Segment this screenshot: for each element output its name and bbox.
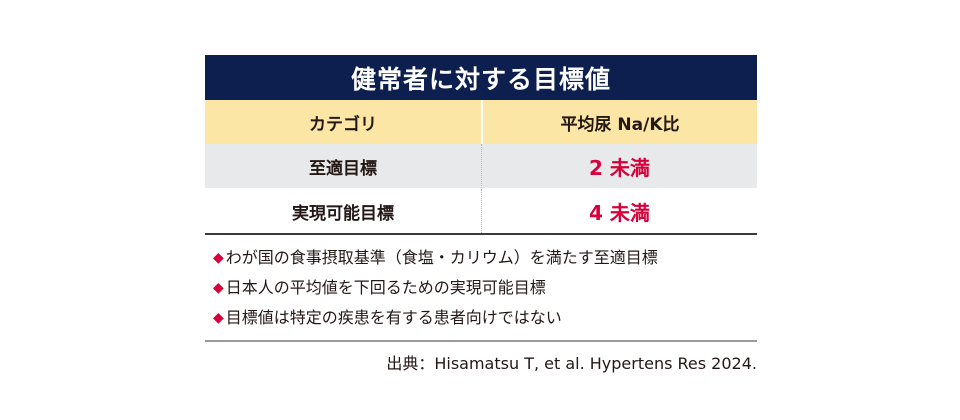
note-item: ◆ わが国の食事摂取基準（食塩・カリウム）を満たす至適目標 bbox=[213, 243, 658, 273]
divider bbox=[205, 340, 757, 342]
diamond-bullet-icon: ◆ bbox=[213, 310, 224, 326]
note-item: ◆ 日本人の平均値を下回るための実現可能目標 bbox=[213, 273, 658, 303]
target-values-table: 健常者に対する目標値 カテゴリ 平均尿 Na/K比 至適目標 2 未満 実現可能… bbox=[205, 55, 757, 235]
column-header-category: カテゴリ bbox=[205, 100, 483, 144]
note-item: ◆ 目標値は特定の疾患を有する患者向けではない bbox=[213, 303, 658, 333]
row-category: 至適目標 bbox=[205, 144, 482, 188]
row-category: 実現可能目標 bbox=[205, 189, 482, 233]
notes-list: ◆ わが国の食事摂取基準（食塩・カリウム）を満たす至適目標 ◆ 日本人の平均値を下回… bbox=[213, 243, 658, 333]
table-row: 至適目標 2 未満 bbox=[205, 144, 757, 189]
source-citation: 出典：Hisamatsu T, et al. Hypertens Res 202… bbox=[386, 354, 757, 373]
table-header-row: カテゴリ 平均尿 Na/K比 bbox=[205, 100, 757, 144]
table-title: 健常者に対する目標値 bbox=[205, 55, 757, 100]
row-value: 4 未満 bbox=[589, 200, 650, 225]
table-row: 実現可能目標 4 未満 bbox=[205, 189, 757, 235]
diamond-bullet-icon: ◆ bbox=[213, 250, 224, 266]
diamond-bullet-icon: ◆ bbox=[213, 280, 224, 296]
column-header-na-k-ratio: 平均尿 Na/K比 bbox=[560, 114, 680, 135]
note-text: わが国の食事摂取基準（食塩・カリウム）を満たす至適目標 bbox=[225, 248, 658, 267]
note-text: 日本人の平均値を下回るための実現可能目標 bbox=[225, 278, 546, 297]
note-text: 目標値は特定の疾患を有する患者向けではない bbox=[225, 308, 562, 327]
row-value: 2 未満 bbox=[589, 155, 650, 180]
